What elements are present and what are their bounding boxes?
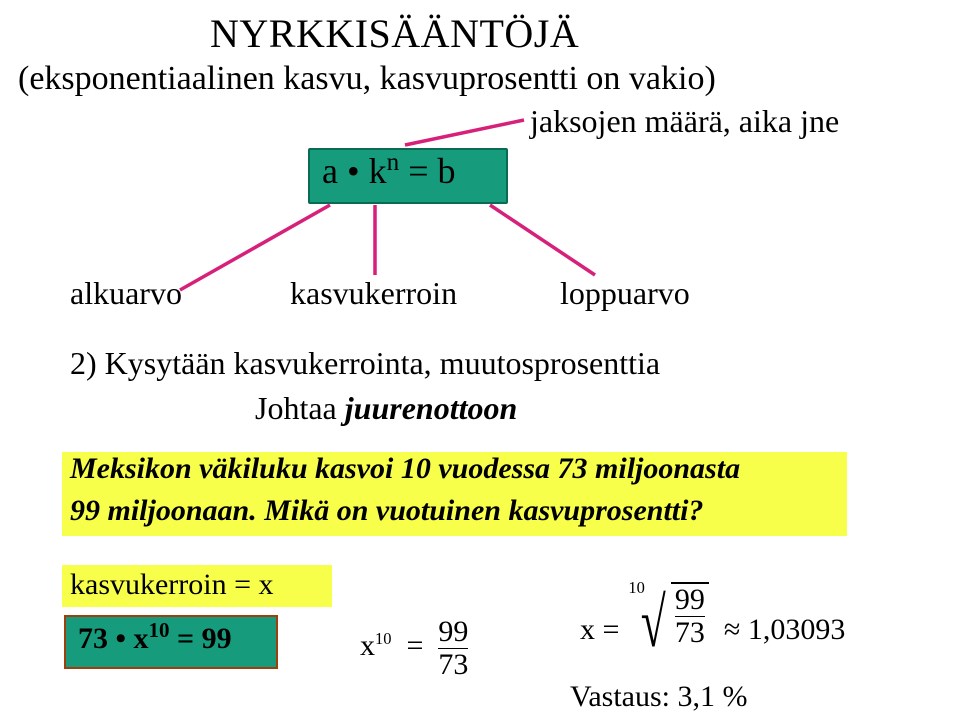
formula-text: a • kn = b bbox=[322, 150, 456, 192]
example-root: x = 10 √ 99 73 ≈ 1,03093 bbox=[580, 582, 845, 652]
main-title: NYRKKISÄÄNTÖJÄ bbox=[210, 10, 579, 57]
alkuarvo-label: alkuarvo bbox=[70, 275, 182, 312]
kasvukerroin-eq-label: kasvukerroin = x bbox=[70, 568, 274, 602]
kasvukerroin-label: kasvukerroin bbox=[290, 275, 457, 312]
arrow-n bbox=[405, 120, 524, 145]
question-line2: Johtaa juurenottoon bbox=[255, 390, 517, 427]
example-line1: Meksikon väkiluku kasvoi 10 vuodessa 73 … bbox=[70, 452, 740, 486]
arrow-b bbox=[490, 205, 595, 275]
loppuarvo-label: loppuarvo bbox=[560, 275, 690, 312]
example-line2: 99 miljoonaan. Mikä on vuotuinen kasvupr… bbox=[70, 494, 703, 528]
example-answer: Vastaus: 3,1 % bbox=[570, 680, 747, 714]
jaksot-label: jaksojen määrä, aika jne bbox=[530, 103, 839, 140]
question-line1: 2) Kysytään kasvukerrointa, muutosprosen… bbox=[70, 345, 660, 382]
example-step: x10 = 99 73 bbox=[360, 616, 468, 680]
subtitle: (eksponentiaalinen kasvu, kasvuprosentti… bbox=[18, 60, 716, 98]
diagram-root: NYRKKISÄÄNTÖJÄ (eksponentiaalinen kasvu,… bbox=[0, 0, 960, 725]
example-eq-text: 73 • x10 = 99 bbox=[78, 622, 232, 656]
